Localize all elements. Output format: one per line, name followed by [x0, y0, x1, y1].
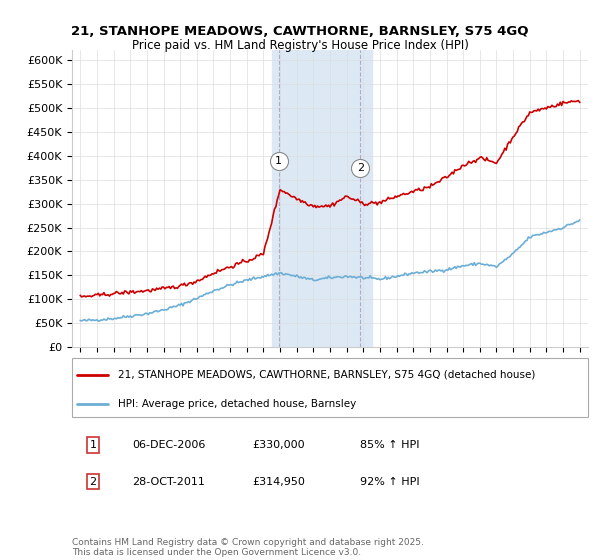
Text: 2: 2: [89, 477, 97, 487]
Text: £314,950: £314,950: [252, 477, 305, 487]
Text: HPI: Average price, detached house, Barnsley: HPI: Average price, detached house, Barn…: [118, 399, 356, 409]
Bar: [272, 50, 371, 347]
Text: 1: 1: [89, 440, 97, 450]
Text: 28-OCT-2011: 28-OCT-2011: [132, 477, 205, 487]
Text: 21, STANHOPE MEADOWS, CAWTHORNE, BARNSLEY, S75 4GQ: 21, STANHOPE MEADOWS, CAWTHORNE, BARNSLE…: [71, 25, 529, 38]
Text: Contains HM Land Registry data © Crown copyright and database right 2025.
This d: Contains HM Land Registry data © Crown c…: [72, 538, 424, 557]
Text: Price paid vs. HM Land Registry's House Price Index (HPI): Price paid vs. HM Land Registry's House …: [131, 39, 469, 52]
Text: 2: 2: [357, 163, 364, 172]
Text: 1: 1: [275, 156, 282, 166]
Text: £330,000: £330,000: [252, 440, 305, 450]
Text: 92% ↑ HPI: 92% ↑ HPI: [360, 477, 419, 487]
Text: 06-DEC-2006: 06-DEC-2006: [132, 440, 205, 450]
FancyBboxPatch shape: [72, 358, 588, 417]
Text: 85% ↑ HPI: 85% ↑ HPI: [360, 440, 419, 450]
Text: 21, STANHOPE MEADOWS, CAWTHORNE, BARNSLEY, S75 4GQ (detached house): 21, STANHOPE MEADOWS, CAWTHORNE, BARNSLE…: [118, 370, 536, 380]
